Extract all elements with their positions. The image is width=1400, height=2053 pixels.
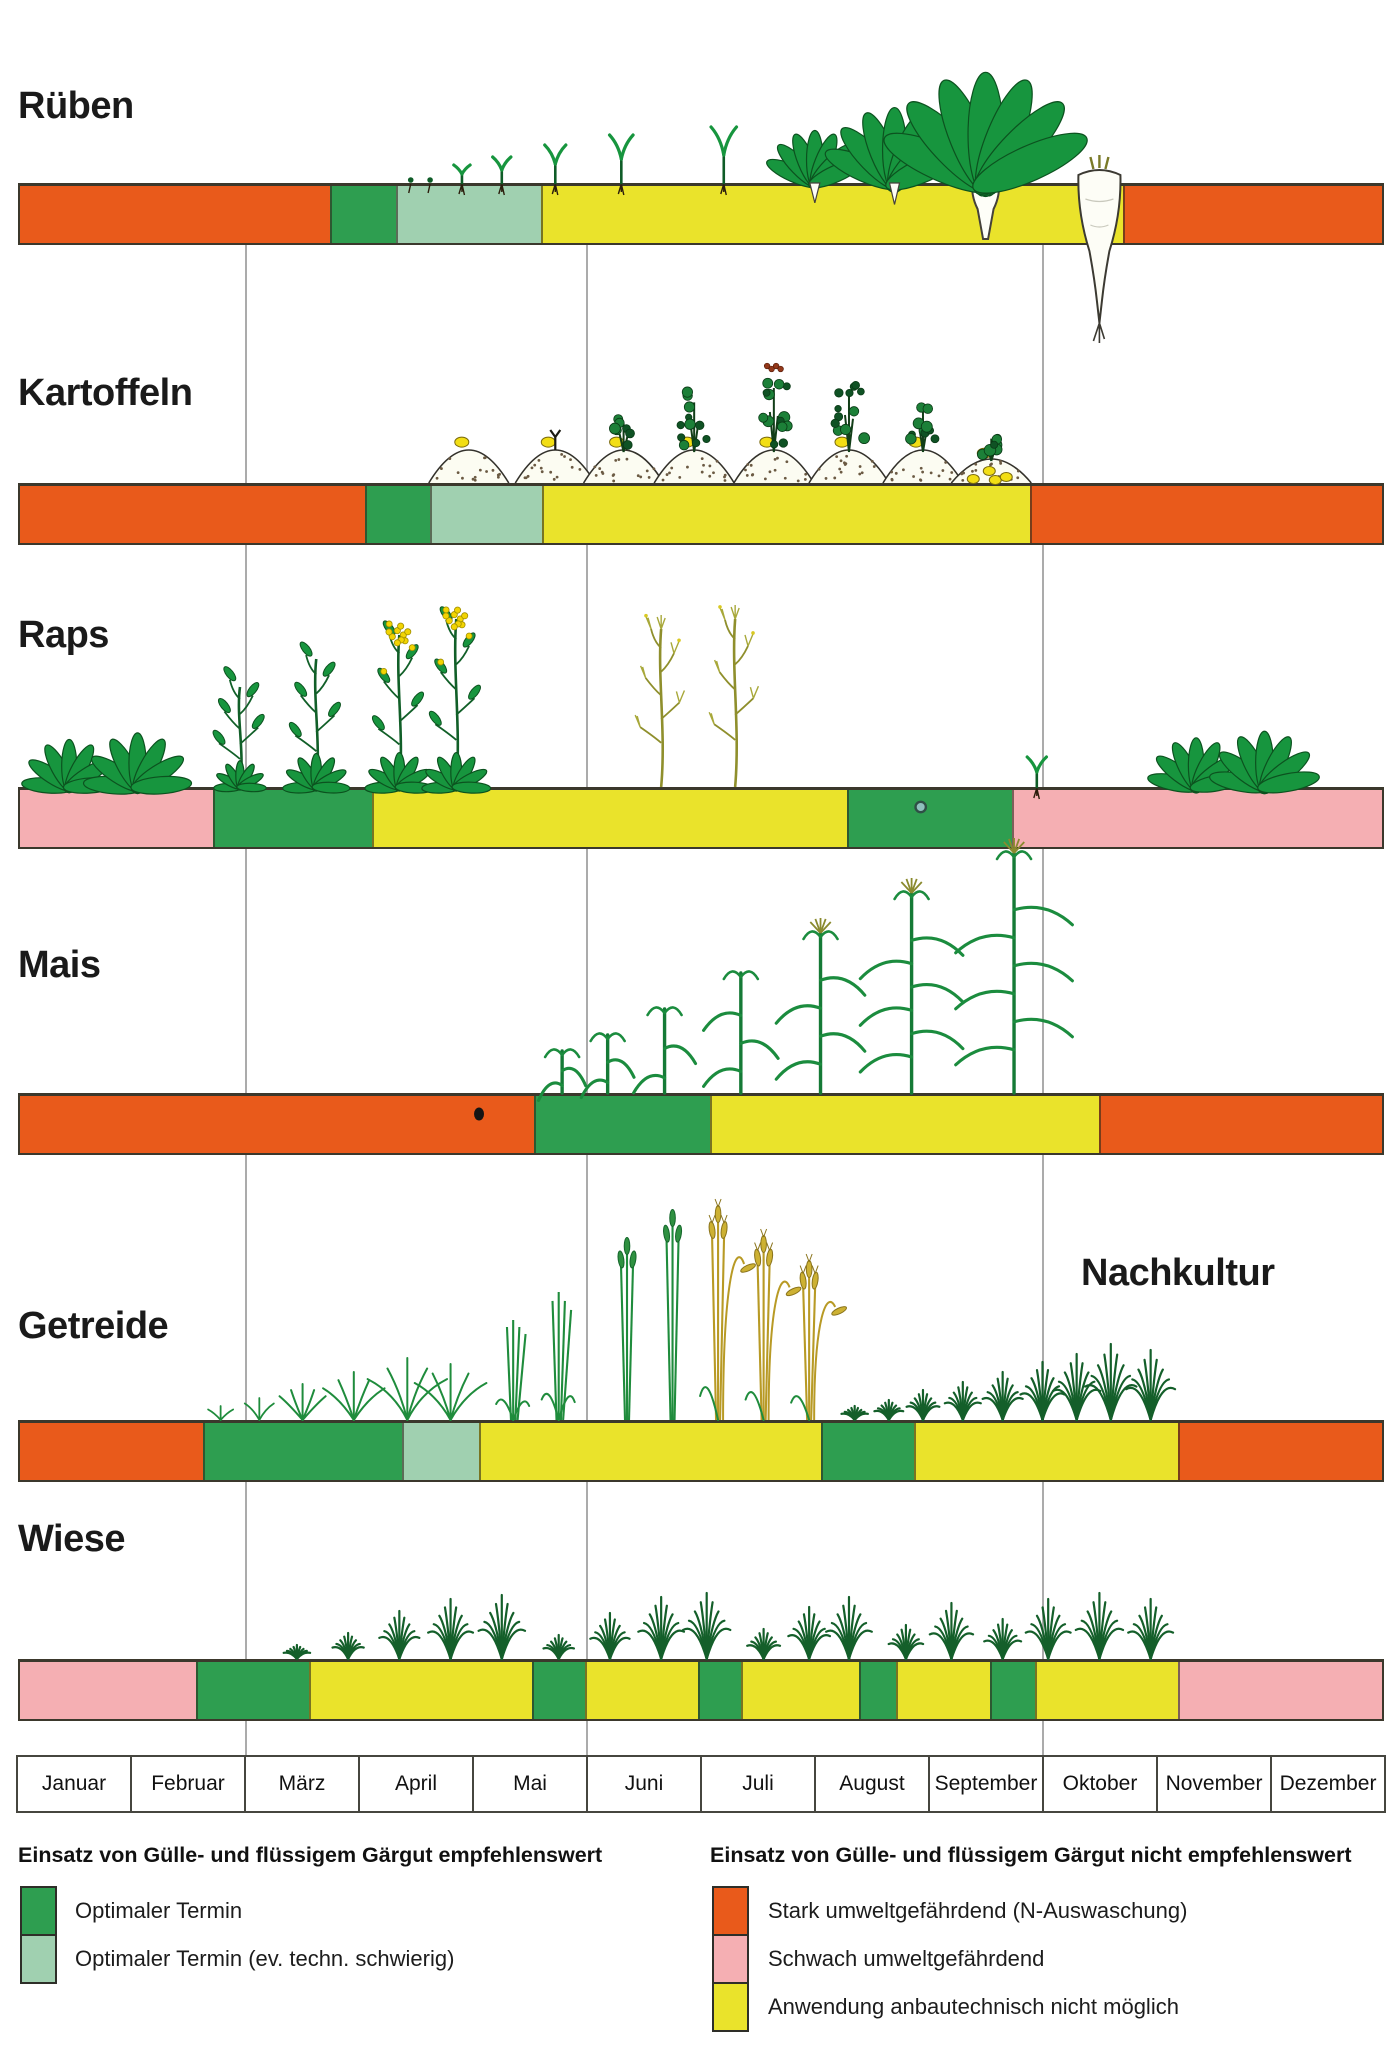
row-label-kartoffeln: Kartoffeln (18, 372, 193, 414)
row-label-wiese: Wiese (18, 1518, 126, 1560)
band-yellow (740, 1662, 859, 1719)
row-label-mais: Mais (18, 944, 101, 986)
legend-swatch-pink (712, 1934, 749, 1984)
month-cell-januar: Januar (41, 1772, 107, 1795)
band-green (195, 1662, 310, 1719)
row-label-getreide: Getreide (18, 1305, 169, 1347)
legend-label-stark-umweltgefaehrdend: Stark umweltgefährdend (N-Auswaschung) (768, 1898, 1188, 1923)
crop-bar-mais (18, 1093, 1384, 1155)
crop-bar-getreide (18, 1420, 1384, 1482)
band-yellow (542, 486, 1031, 543)
crop-bar-wiese (18, 1659, 1384, 1721)
band-yellow (309, 1662, 532, 1719)
month-cell-mai: Mai (472, 1757, 586, 1811)
band-orange (1030, 486, 1382, 543)
legend-swatch-green (20, 1886, 57, 1936)
band-yellow (896, 1662, 991, 1719)
month-cell-märz: März (244, 1757, 358, 1811)
band-orange (1177, 1423, 1382, 1480)
band-yellow (371, 790, 848, 847)
crop-bar-raps (18, 787, 1384, 849)
band-yellow (585, 1662, 698, 1719)
row-label-rueben: Rüben (18, 85, 134, 127)
month-cell-februar: Februar (130, 1757, 244, 1811)
month-cell-september: September (928, 1757, 1042, 1811)
month-axis: Januar Februar März April Mai Juni Juli August S… (16, 1755, 1386, 1813)
band-green (212, 790, 372, 847)
band-orange (20, 1096, 535, 1153)
band-green (202, 1423, 403, 1480)
band-lightgreen (402, 1423, 479, 1480)
band-green (329, 186, 396, 243)
band-orange (20, 186, 330, 243)
band-orange (20, 1423, 203, 1480)
legend-swatch-orange (712, 1886, 749, 1936)
plant-illustration-kartoffeln (428, 362, 1032, 485)
band-yellow (540, 186, 1124, 243)
band-lightgreen (429, 486, 543, 543)
legend-left-title: Einsatz von Gülle- und flüssigem Gärgut … (18, 1843, 603, 1867)
band-yellow (914, 1423, 1178, 1480)
band-green (697, 1662, 741, 1719)
band-orange (1123, 186, 1382, 243)
band-green (847, 790, 1012, 847)
gridline (586, 245, 589, 1755)
band-yellow (710, 1096, 1100, 1153)
plant-illustration-raps (21, 605, 1320, 814)
band-yellow (1034, 1662, 1178, 1719)
legend-label-optimaler-termin: Optimaler Termin (75, 1898, 243, 1923)
legend-label-optimaler-termin-schwierig: Optimaler Termin (ev. techn. schwierig) (75, 1946, 455, 1971)
band-yellow (478, 1423, 822, 1480)
month-cell-august: August (814, 1757, 928, 1811)
legend-label-anwendung-nicht-moeglich: Anwendung anbautechnisch nicht möglich (768, 1994, 1179, 2019)
band-pink (1011, 790, 1382, 847)
month-cell-november: November (1156, 1757, 1270, 1811)
band-green (990, 1662, 1035, 1719)
legend-right-title: Einsatz von Gülle- und flüssigem Gärgut … (710, 1843, 1352, 1867)
gridline (244, 245, 247, 1755)
month-cell-juli: Juli (700, 1757, 814, 1811)
row-label-raps: Raps (18, 614, 109, 656)
legend-swatch-lightgreen (20, 1934, 57, 1984)
band-orange (1099, 1096, 1382, 1153)
band-orange (20, 486, 366, 543)
plant-illustration-getreide (207, 1198, 1177, 1422)
band-pink (20, 1662, 196, 1719)
band-pink (1177, 1662, 1382, 1719)
legend-label-schwach-umweltgefaehrdend: Schwach umweltgefährdend (768, 1946, 1045, 1971)
band-green (531, 1662, 586, 1719)
gridline (1041, 245, 1044, 1755)
month-cell-dezember: Dezember (1270, 1757, 1384, 1811)
annotation-nachkultur: Nachkultur (1081, 1252, 1275, 1294)
month-cell-juni: Juni (586, 1757, 700, 1811)
crop-bar-kartoffeln (18, 483, 1384, 545)
band-green (534, 1096, 711, 1153)
band-green (365, 486, 430, 543)
crop-bar-rueben (18, 183, 1384, 245)
legend-swatch-yellow (712, 1982, 749, 2032)
month-cell-april: April (358, 1757, 472, 1811)
band-green (858, 1662, 897, 1719)
band-pink (20, 790, 213, 847)
band-lightgreen (395, 186, 541, 243)
month-cell-oktober: Oktober (1042, 1757, 1156, 1811)
band-green (821, 1423, 915, 1480)
